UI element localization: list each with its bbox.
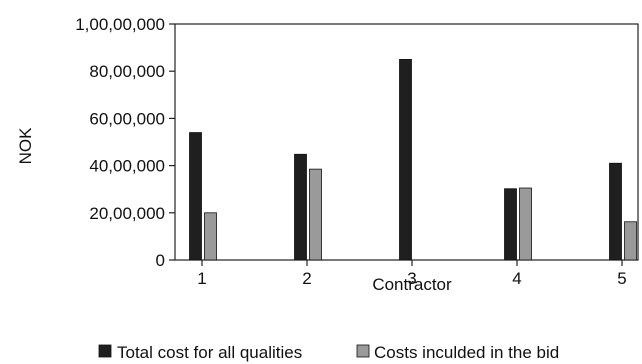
legend: Total cost for all qualities Costs inculd… [98,343,559,362]
legend-swatch-series-1 [98,344,112,358]
y-axis-title: NOK [16,127,35,165]
x-tick-label: 1 [197,269,206,288]
y-tick-label: 1,00,00,000 [75,15,165,34]
x-tick-label: 3 [407,269,416,288]
bar-series-1-contractor-1 [189,132,202,261]
y-tick-label: 60,00,000 [89,109,165,128]
x-tick-label: 2 [302,269,311,288]
x-tick-label: 4 [512,269,521,288]
legend-swatch-series-2 [356,344,370,358]
bar-series-2-contractor-1 [204,212,217,261]
bar-series-1-contractor-5 [609,162,622,261]
bar-series-1-contractor-2 [294,153,307,261]
legend-label-series-2: Costs inculded in the bid [374,343,559,362]
bar-series-2-contractor-5 [624,221,637,261]
y-tick-label: 80,00,000 [89,62,165,81]
legend-label-series-1: Total cost for all qualities [117,343,302,362]
y-tick-label: 0 [156,251,165,270]
x-axis: 1 2 3 4 5 [197,260,627,288]
bar-series-1-contractor-3 [399,59,412,261]
bars [189,59,637,261]
bar-series-2-contractor-4 [519,187,532,261]
x-axis-title: Contractor [372,275,452,294]
y-axis: 0 20,00,000 40,00,000 60,00,000 80,00,000 1,0… [75,15,175,270]
bar-series-2-contractor-2 [309,168,322,261]
bar-series-1-contractor-4 [504,188,517,261]
x-tick-label: 5 [617,269,626,288]
y-tick-label: 40,00,000 [89,157,165,176]
y-tick-label: 20,00,000 [89,204,165,223]
